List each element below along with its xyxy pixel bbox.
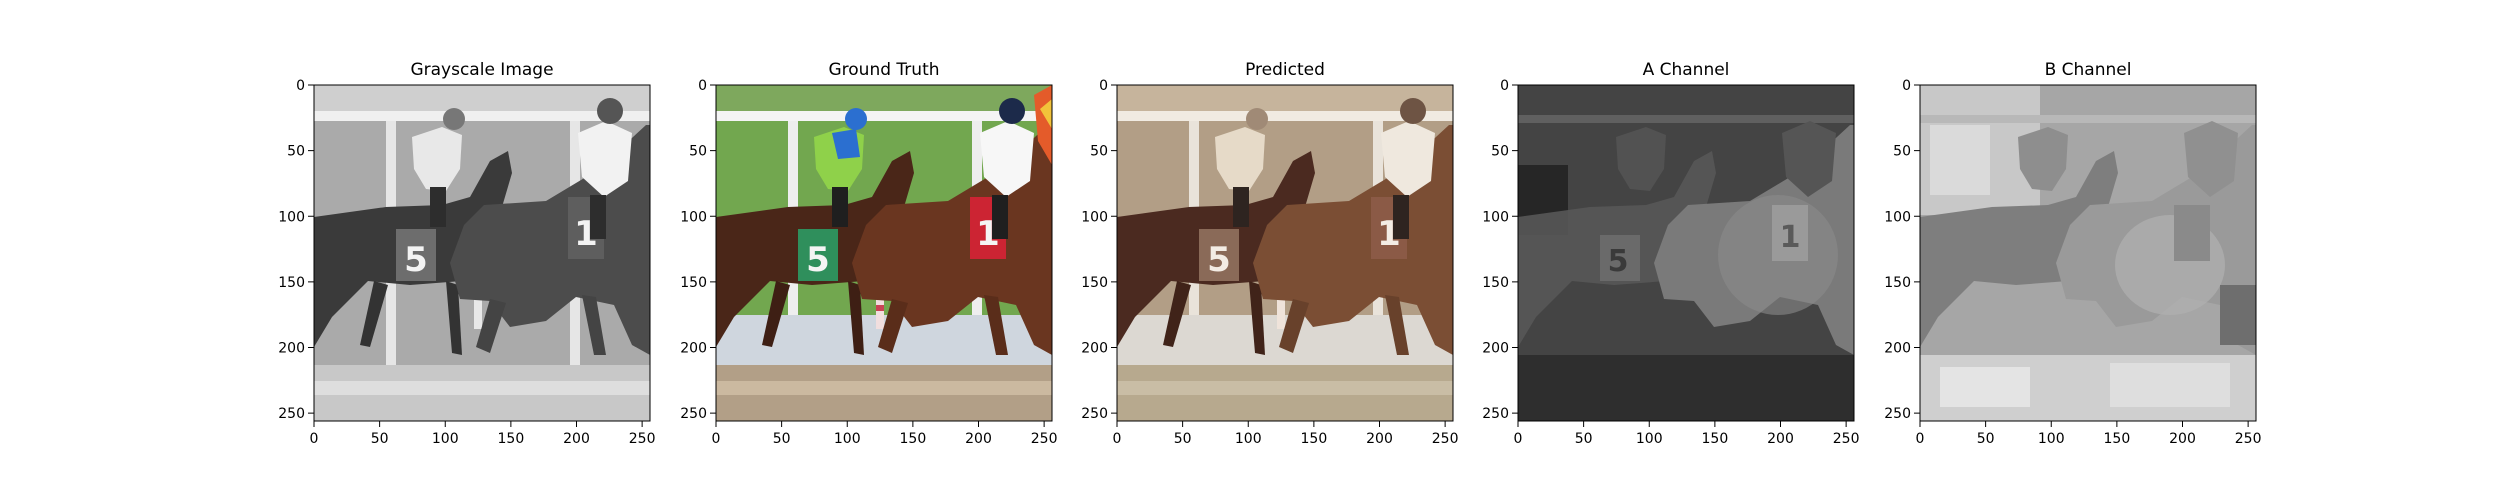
panel-frame-ground-truth — [715, 84, 1053, 422]
y-tick-label: 200 — [680, 341, 707, 357]
panel-image-grayscale — [314, 85, 650, 421]
panel-image-ground-truth — [716, 85, 1052, 421]
y-tick-label: 150 — [1884, 275, 1911, 291]
y-tick-label: 50 — [689, 144, 707, 160]
y-tick-label: 250 — [680, 406, 707, 422]
panel-frame-predicted — [1116, 84, 1454, 422]
x-tick-label: 250 — [1031, 431, 1058, 447]
x-tick-label: 100 — [432, 431, 459, 447]
y-tick-label: 100 — [1482, 209, 1509, 225]
y-tick-label: 150 — [1081, 275, 1108, 291]
y-tick-label: 250 — [278, 406, 305, 422]
panel-title-b-channel: B Channel — [2045, 60, 2132, 80]
y-tick-label: 100 — [1884, 209, 1911, 225]
y-tick-label: 0 — [1902, 78, 1911, 94]
y-tick-label: 50 — [287, 144, 305, 160]
panel-frame-b-channel — [1919, 84, 2257, 422]
y-tick-label: 0 — [698, 78, 707, 94]
x-tick-label: 250 — [629, 431, 656, 447]
panel-frame-a-channel — [1517, 84, 1855, 422]
panel-predicted: Predicted 0 50 100 150 200 250 0 50 100 150 200 250 — [1081, 60, 1458, 447]
x-tick-label: 250 — [1432, 431, 1459, 447]
x-tick-label: 250 — [2235, 431, 2262, 447]
x-tick-label: 100 — [1636, 431, 1663, 447]
panel-title-grayscale: Grayscale Image — [410, 60, 553, 80]
panel-grayscale: Grayscale Image 0 50 100 150 200 250 0 50 100 150 2… — [278, 60, 655, 447]
x-tick-label: 150 — [900, 431, 927, 447]
y-tick-label: 100 — [680, 209, 707, 225]
x-tick-label: 100 — [834, 431, 861, 447]
y-tick-label: 200 — [278, 341, 305, 357]
panel-title-predicted: Predicted — [1245, 60, 1325, 80]
x-tick-label: 100 — [2038, 431, 2065, 447]
y-tick-label: 250 — [1482, 406, 1509, 422]
panel-image-a-channel — [1518, 85, 1854, 421]
x-tick-label: 200 — [2169, 431, 2196, 447]
x-tick-label: 150 — [2104, 431, 2131, 447]
y-tick-label: 0 — [296, 78, 305, 94]
panel-b-channel: B Channel 0 50 100 150 200 250 0 50 100 150 200 250 — [1884, 60, 2261, 447]
y-tick-label: 50 — [1893, 144, 1911, 160]
x-tick-label: 50 — [1575, 431, 1593, 447]
x-tick-label: 150 — [1301, 431, 1328, 447]
x-tick-label: 150 — [498, 431, 525, 447]
x-tick-label: 0 — [1113, 431, 1122, 447]
x-tick-label: 200 — [1366, 431, 1393, 447]
panel-a-channel: A Channel 0 50 100 150 200 250 0 50 100 150 200 250 — [1482, 60, 1859, 447]
x-tick-label: 0 — [310, 431, 319, 447]
y-tick-label: 200 — [1081, 341, 1108, 357]
y-tick-label: 150 — [680, 275, 707, 291]
x-tick-label: 200 — [965, 431, 992, 447]
panel-title-ground-truth: Ground Truth — [828, 60, 939, 80]
y-tick-label: 100 — [278, 209, 305, 225]
y-tick-label: 0 — [1099, 78, 1108, 94]
x-tick-label: 200 — [563, 431, 590, 447]
panel-image-predicted — [1117, 85, 1453, 421]
y-tick-label: 250 — [1081, 406, 1108, 422]
panel-frame-grayscale — [313, 84, 651, 422]
y-tick-label: 150 — [1482, 275, 1509, 291]
panel-title-a-channel: A Channel — [1643, 60, 1730, 80]
x-tick-label: 0 — [712, 431, 721, 447]
x-tick-label: 200 — [1767, 431, 1794, 447]
y-tick-label: 0 — [1500, 78, 1509, 94]
panel-ground-truth: Ground Truth 0 50 100 150 200 250 0 50 100 150 200 2… — [680, 60, 1057, 447]
y-tick-label: 250 — [1884, 406, 1911, 422]
x-tick-label: 150 — [1702, 431, 1729, 447]
y-tick-label: 200 — [1482, 341, 1509, 357]
x-tick-label: 50 — [773, 431, 791, 447]
y-tick-label: 50 — [1491, 144, 1509, 160]
y-tick-label: 150 — [278, 275, 305, 291]
y-tick-label: 50 — [1090, 144, 1108, 160]
x-tick-label: 0 — [1916, 431, 1925, 447]
x-tick-label: 100 — [1235, 431, 1262, 447]
x-tick-label: 50 — [371, 431, 389, 447]
panel-image-b-channel — [1920, 85, 2256, 421]
x-tick-label: 50 — [1977, 431, 1995, 447]
y-tick-label: 100 — [1081, 209, 1108, 225]
x-tick-label: 50 — [1174, 431, 1192, 447]
x-tick-label: 0 — [1514, 431, 1523, 447]
x-tick-label: 250 — [1833, 431, 1860, 447]
y-tick-label: 200 — [1884, 341, 1911, 357]
